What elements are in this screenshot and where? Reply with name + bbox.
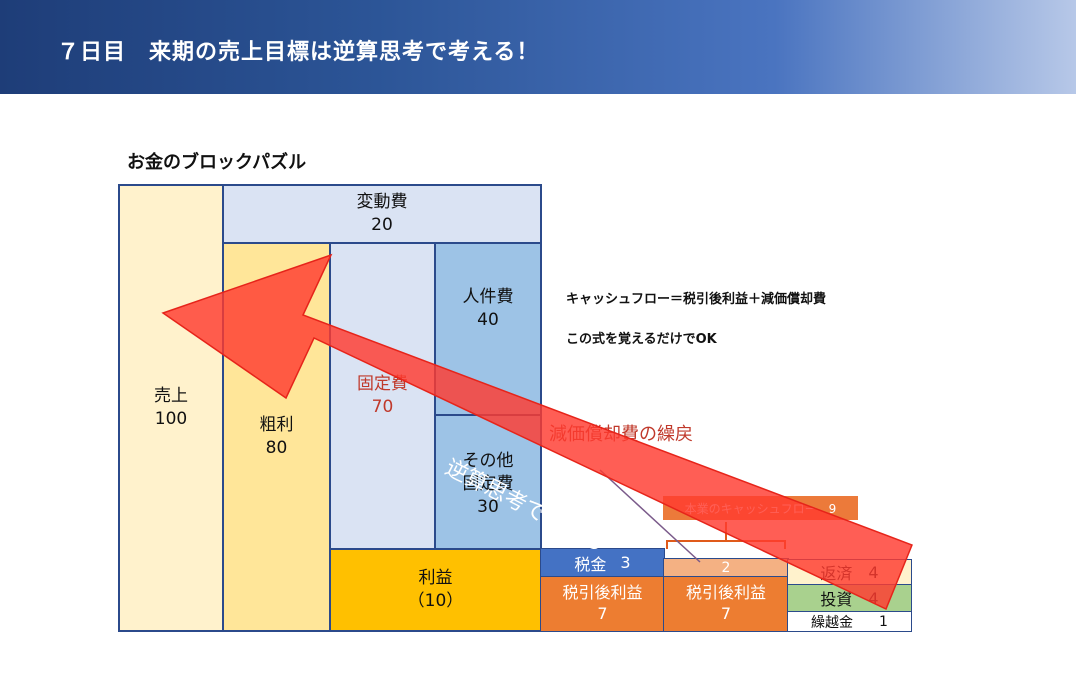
page-title: ７日目 来期の売上目標は逆算思考で考える！ (57, 40, 540, 65)
labor-cost-label: 人件費 (462, 287, 514, 307)
variable-cost-label: 変動費 (356, 192, 408, 213)
investment-value: 4 (868, 588, 879, 608)
depreciation-addback-label: 減価償却費の繰戻 (549, 424, 693, 445)
gross-profit-label: 粗利 (259, 415, 294, 436)
block-variable-cost: 変動費 20 (222, 184, 542, 244)
cashflow-formula-note: キャッシュフロー＝税引後利益＋減価償却費 (566, 292, 827, 307)
labor-cost-value: 40 (477, 309, 499, 330)
block-profit: 利益 （10） (329, 548, 542, 632)
block-sales: 売上 100 (118, 184, 224, 632)
sales-label: 売上 (154, 386, 188, 407)
block-investment: 投資 4 (787, 584, 912, 612)
block-labor-cost: 人件費 40 (434, 242, 542, 416)
after-tax-2-value: 7 (720, 604, 732, 623)
memorize-note: この式を覚えるだけでOK (566, 332, 717, 347)
fixed-cost-value: 70 (371, 397, 394, 417)
sales-value: 100 (154, 409, 188, 429)
block-repayment: 返済 4 (787, 559, 912, 585)
after-tax-1-value: 7 (597, 604, 608, 623)
tax-value: 3 (620, 553, 631, 572)
block-gross-profit: 粗利 80 (222, 242, 331, 632)
block-after-tax-profit-2: 税引後利益 7 (663, 576, 789, 632)
fixed-cost-label: 固定費 (357, 374, 408, 395)
carryover-label: 繰越金 (811, 614, 854, 631)
investment-label: 投資 (820, 590, 853, 609)
profit-value: （10） (407, 591, 464, 611)
variable-cost-value: 20 (371, 215, 393, 235)
block-after-tax-profit-1: 税引後利益 7 (540, 576, 665, 632)
puzzle-title: お金のブロックパズル (127, 152, 307, 173)
block-fixed-cost: 固定費 70 (329, 242, 436, 550)
after-tax-2-label: 税引後利益 (685, 583, 766, 603)
profit-label: 利益 (418, 568, 453, 589)
block-carryover: 繰越金 1 (787, 611, 912, 632)
operating-cashflow-box: 本業のキャッシュフロー 9 (663, 496, 858, 520)
header-banner: ７日目 来期の売上目標は逆算思考で考える！ (0, 0, 1076, 94)
block-tax: 税金 3 (540, 548, 665, 577)
after-tax-1-label: 税引後利益 (562, 583, 643, 603)
block-depreciation-addback: 2 (663, 558, 789, 578)
carryover-value: 1 (879, 613, 888, 630)
depreciation-small-value: 2 (721, 560, 731, 576)
gross-profit-value: 80 (265, 438, 288, 458)
cashflow-bracket (666, 522, 786, 549)
repayment-value: 4 (868, 562, 879, 582)
repayment-label: 返済 (820, 564, 853, 583)
